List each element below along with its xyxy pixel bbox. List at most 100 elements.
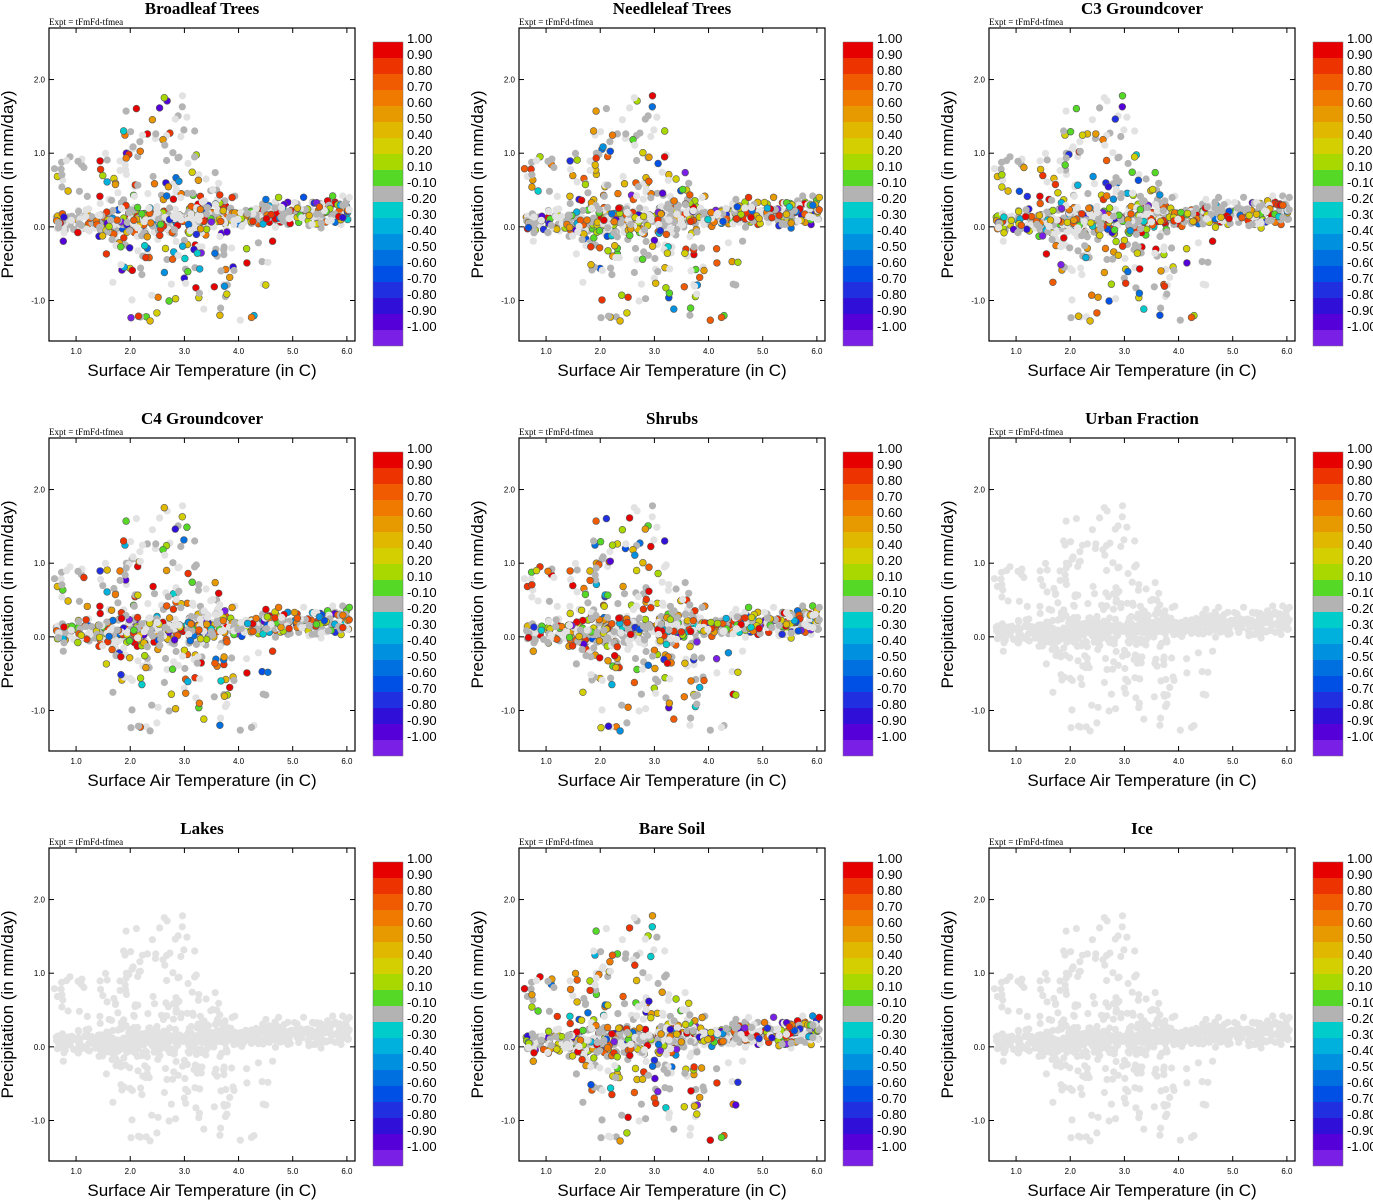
- data-point: [633, 602, 641, 610]
- data-point: [160, 268, 169, 277]
- data-point: [653, 523, 661, 531]
- data-point: [583, 626, 591, 634]
- data-point: [169, 149, 177, 157]
- data-point: [77, 221, 85, 229]
- data-point: [1014, 157, 1022, 165]
- colorbar-label: 1.00: [877, 31, 902, 46]
- colorbar-segment: [843, 154, 873, 170]
- colorbar-segment: [1313, 106, 1343, 122]
- data-point: [180, 126, 188, 134]
- data-point: [329, 602, 337, 610]
- data-point: [1072, 104, 1081, 113]
- data-point: [1202, 215, 1211, 223]
- colorbar-label: -0.60: [877, 665, 907, 680]
- data-point: [994, 634, 1003, 642]
- colorbar-label: -0.90: [407, 713, 437, 728]
- data-point: [136, 548, 144, 556]
- data-point: [1233, 614, 1241, 622]
- data-point: [58, 171, 66, 179]
- data-point: [1103, 665, 1111, 674]
- data-point: [631, 244, 640, 253]
- data-point: [223, 638, 231, 646]
- data-point: [187, 612, 195, 621]
- colorbar-label: -0.80: [407, 287, 437, 302]
- data-point: [156, 514, 164, 522]
- data-point: [1093, 309, 1101, 317]
- data-point: [1182, 245, 1191, 253]
- data-point: [639, 195, 648, 203]
- data-point: [648, 103, 656, 111]
- data-point: [1187, 313, 1196, 322]
- data-point: [184, 677, 192, 686]
- data-point: [1156, 232, 1164, 241]
- data-point: [57, 575, 65, 583]
- colorbar-segment: [843, 468, 873, 484]
- x-tick-label: 1.0: [541, 757, 553, 766]
- data-point: [1101, 654, 1110, 663]
- data-point: [608, 210, 616, 218]
- data-point: [617, 219, 625, 227]
- data-point: [147, 629, 155, 637]
- colorbar-segment: [373, 596, 403, 612]
- data-point: [583, 216, 591, 224]
- x-tick-label: 1.0: [71, 347, 83, 356]
- data-point: [1132, 284, 1140, 292]
- plot-frame: [988, 437, 1296, 752]
- colorbar-label: -0.50: [877, 239, 907, 254]
- data-point: [1136, 205, 1145, 214]
- data-point: [102, 660, 111, 668]
- data-point: [143, 233, 152, 241]
- data-point: [566, 192, 574, 201]
- scatter-points: [990, 92, 1293, 325]
- data-point: [119, 537, 128, 545]
- data-point: [642, 295, 650, 303]
- data-point: [714, 209, 722, 218]
- data-point: [242, 245, 251, 253]
- data-point: [1015, 617, 1023, 626]
- colorbar-label: 0.70: [877, 79, 902, 94]
- colorbar-label: -0.60: [407, 665, 437, 680]
- data-point: [210, 693, 218, 701]
- data-point: [216, 232, 224, 241]
- data-point: [1142, 175, 1150, 183]
- data-point: [677, 628, 685, 636]
- data-point: [217, 714, 225, 722]
- colorbar-label: -0.60: [1347, 255, 1373, 270]
- data-point: [622, 540, 630, 548]
- expt-annotation: Expt = tFmFd-tfmea: [519, 17, 593, 27]
- colorbar: 1.000.900.800.700.600.500.400.200.10-0.1…: [842, 441, 907, 757]
- data-point: [148, 291, 156, 299]
- colorbar-label: 0.60: [877, 95, 902, 110]
- data-point: [117, 243, 125, 251]
- data-point: [656, 636, 664, 645]
- data-point: [169, 195, 178, 203]
- data-point: [618, 116, 627, 124]
- data-point: [787, 219, 795, 227]
- colorbar-segment: [843, 170, 873, 186]
- data-point: [200, 715, 208, 723]
- colorbar-label: -0.50: [1347, 239, 1373, 254]
- data-point: [228, 244, 236, 252]
- colorbar-segment: [1313, 298, 1343, 314]
- panel-c3-groundcover: 1.0 2.0 3.0 4.0 5.0 6.02.01.00.0-1.0C3 Ground…: [938, 0, 1373, 380]
- x-axis-label: Surface Air Temperature (in C): [87, 361, 316, 380]
- data-point: [799, 602, 807, 610]
- data-point: [529, 237, 537, 245]
- data-point: [666, 615, 675, 624]
- data-point: [177, 132, 185, 141]
- colorbar-segment: [843, 218, 873, 234]
- data-point: [1285, 603, 1293, 612]
- colorbar-label: 1.00: [407, 441, 432, 456]
- data-point: [1078, 271, 1086, 279]
- panel-c4-groundcover: 1.0 2.0 3.0 4.0 5.0 6.02.01.00.0-1.0C4 Ground…: [0, 409, 437, 790]
- data-point: [579, 688, 587, 696]
- data-point: [1053, 216, 1061, 224]
- data-point: [633, 192, 641, 200]
- data-point: [1130, 153, 1139, 161]
- data-point: [686, 642, 694, 651]
- data-point: [1036, 192, 1044, 201]
- data-point: [722, 204, 730, 212]
- scatter-points: [50, 502, 353, 735]
- data-point: [665, 581, 673, 589]
- data-point: [593, 628, 602, 637]
